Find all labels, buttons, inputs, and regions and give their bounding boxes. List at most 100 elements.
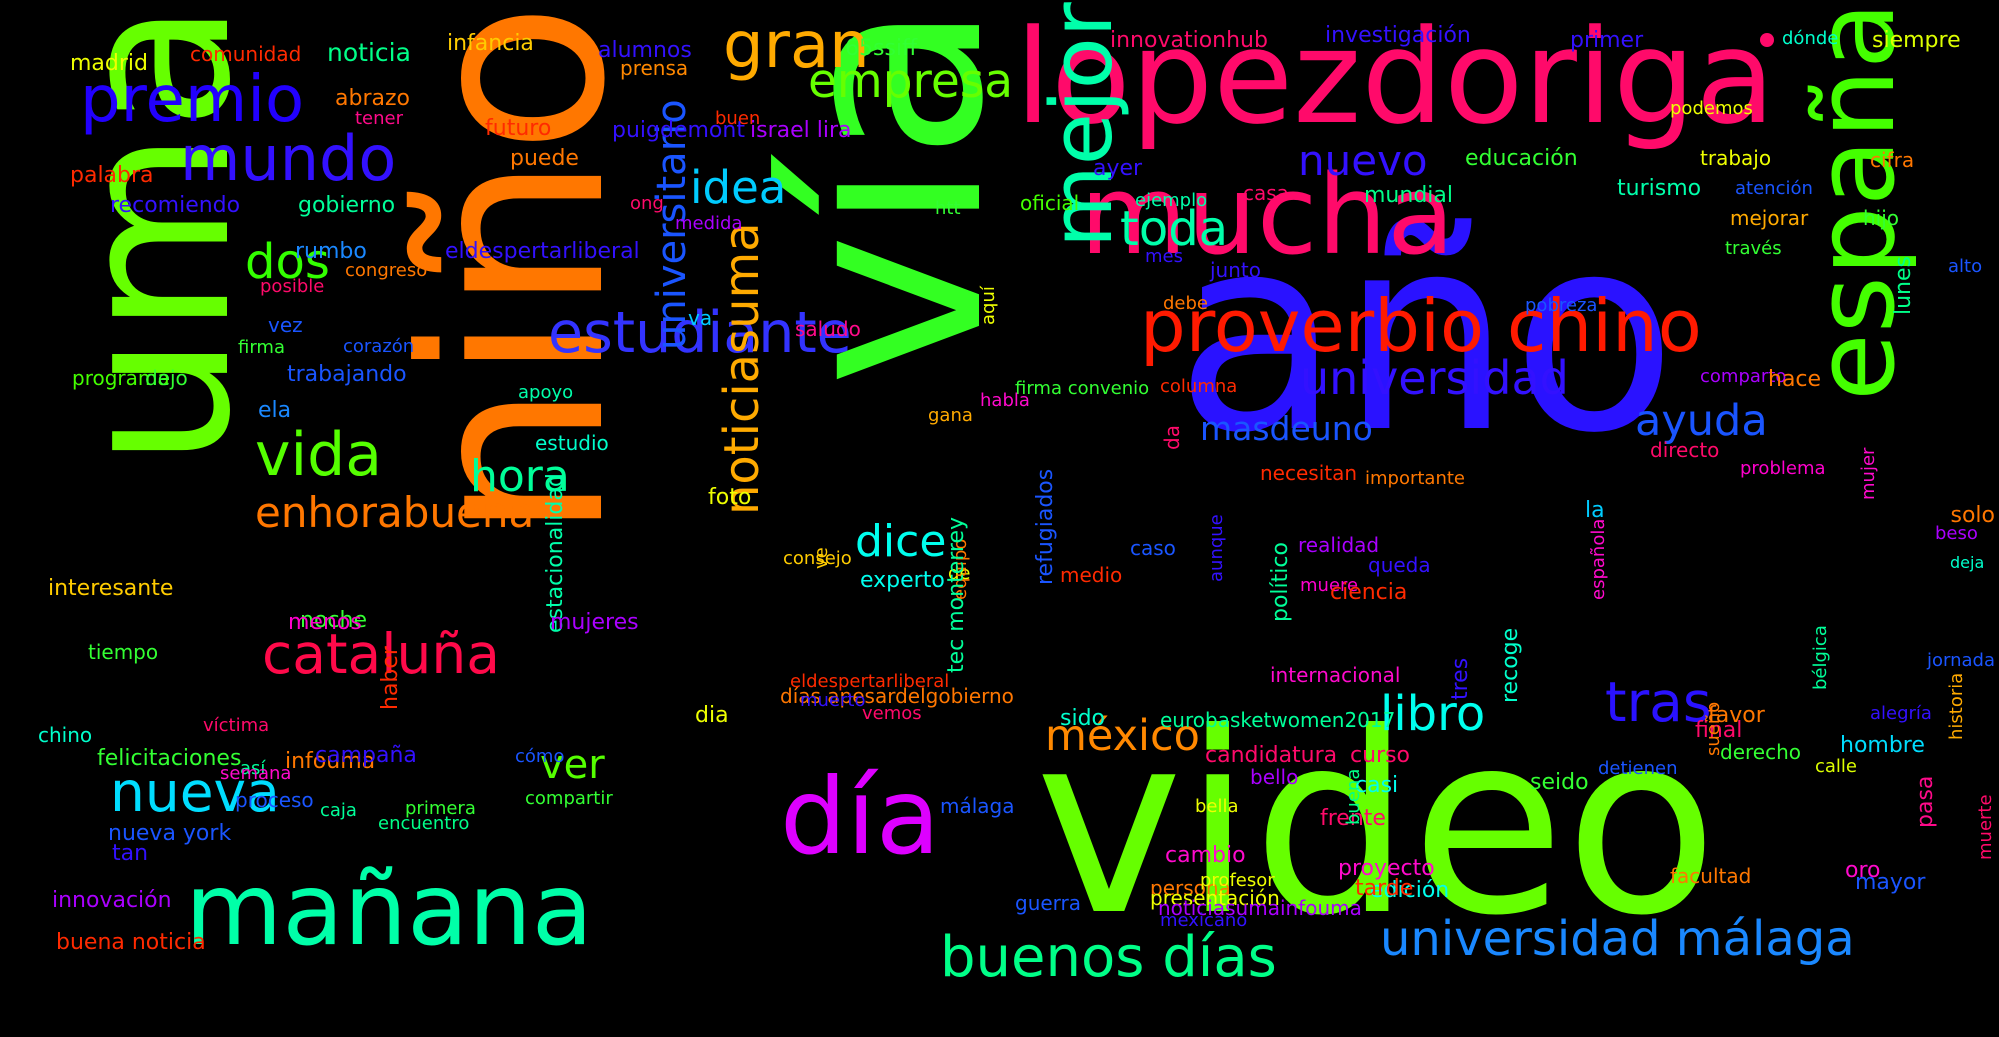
word-107: directo	[1650, 438, 1720, 462]
word-95: dejo	[145, 366, 188, 390]
word-89: corazón	[343, 336, 415, 357]
word-6: lopezdoriga	[1015, 1, 1776, 153]
word-29: toda	[1120, 201, 1229, 257]
word-106: estudio	[535, 431, 609, 455]
word-132: menos	[288, 610, 362, 635]
word-39: noticia	[327, 38, 411, 67]
word-149: tres	[1448, 657, 1473, 700]
word-61: gobierno	[298, 193, 396, 218]
word-92: lunes	[1891, 256, 1916, 315]
word-53: buen	[715, 108, 761, 129]
word-80: mes	[1145, 246, 1183, 267]
word-150: recoge	[1498, 627, 1523, 703]
word-28: libro	[1380, 686, 1486, 742]
word-142: eldespertarliberal	[790, 671, 950, 692]
word-16: premio	[80, 63, 305, 137]
word-127: ciencia	[1330, 580, 1408, 605]
word-114: solo	[1950, 503, 1996, 528]
word-38: masdeuno	[1200, 409, 1373, 448]
word-157: derecho	[1720, 740, 1801, 764]
word-164: víctima	[203, 715, 270, 736]
word-7: mucha	[1080, 151, 1455, 279]
word-191: muerte	[1975, 794, 1996, 860]
word-24: universidad	[1300, 351, 1569, 405]
word-4: año	[1175, 177, 1677, 492]
word-71: oficial	[1020, 191, 1080, 215]
word-50: siempre	[1872, 28, 1961, 53]
word-147: chino	[38, 723, 93, 747]
word-197: oro	[1845, 858, 1881, 883]
word-15: estudiante	[548, 300, 852, 366]
word-188: edición	[1370, 878, 1450, 903]
word-143: muerto	[800, 690, 866, 711]
word-109: problema	[1740, 458, 1826, 479]
word-81: junto	[1210, 258, 1261, 282]
word-174: primera	[405, 798, 476, 819]
word-60: recomiendo	[110, 193, 241, 218]
word-139: internacional	[1270, 663, 1401, 687]
word-200: buena noticia	[56, 930, 206, 955]
word-168: curso	[1350, 743, 1411, 768]
word-22: nueva	[110, 760, 280, 824]
word-151: favor	[1708, 703, 1765, 728]
word-8: españa	[1791, 2, 1919, 402]
word-14: universidad málaga	[1380, 911, 1855, 967]
word-34: hora	[470, 451, 570, 502]
word-163: felicitaciones	[97, 746, 242, 771]
word-69: medida	[675, 213, 743, 234]
word-126: aunque	[1206, 514, 1227, 582]
word-173: proceso	[235, 788, 314, 812]
word-49: dónde	[1782, 28, 1839, 49]
word-87: vez	[268, 313, 303, 337]
word-170: así	[240, 758, 266, 779]
word-161: historia	[1946, 672, 1967, 740]
word-96: trabajando	[287, 362, 407, 387]
word-82: través	[1725, 238, 1782, 259]
word-124: medio	[1060, 563, 1123, 587]
word-73: casa	[1243, 181, 1289, 205]
word-27: tras	[1605, 670, 1712, 734]
word-31: dos	[245, 234, 330, 290]
word-194: presentación	[1150, 886, 1280, 910]
word-128: refugiados	[1033, 468, 1058, 585]
word-77: rumbo	[295, 239, 367, 264]
word-190: mayor	[1855, 870, 1926, 895]
word-148: sido	[1060, 706, 1105, 731]
word-102: ela	[258, 398, 292, 423]
word-117: beso	[1935, 523, 1978, 544]
word-137: días apesardelgobierno	[780, 684, 1014, 708]
word-11: día	[780, 756, 941, 878]
word-158: sueño	[1703, 701, 1724, 756]
word-153: eurobasketwomen2017	[1160, 708, 1396, 732]
word-17: mundo	[180, 122, 397, 195]
word-152: alegría	[1870, 703, 1932, 724]
word-181: nueva york	[108, 821, 232, 846]
word-175: encuentro	[378, 813, 470, 834]
word-113: importante	[1365, 468, 1466, 489]
word-40: madrid	[70, 51, 148, 76]
word-83: alto	[1948, 256, 1983, 277]
word-131: española	[1588, 518, 1609, 600]
word-30: idea	[690, 161, 787, 214]
word-125: experto	[860, 568, 945, 593]
word-56: podemos	[1670, 98, 1753, 119]
word-85: debe	[1163, 293, 1208, 314]
word-105: da	[1160, 425, 1184, 450]
word-33: dice	[855, 516, 947, 567]
word-182: frente	[1320, 806, 1386, 831]
word-155: haber	[378, 646, 403, 710]
word-189: persona	[1150, 876, 1231, 900]
word-59: palabra	[70, 163, 154, 188]
word-101: hace	[1768, 367, 1822, 392]
word-129: noche	[300, 608, 367, 633]
word-140: bélgica	[1810, 625, 1831, 690]
word-145: vemos	[862, 703, 922, 724]
word-65: cifra	[1870, 148, 1915, 172]
word-144: dia	[695, 703, 729, 728]
word-64: trabajo	[1700, 146, 1772, 170]
word-36: méxico	[1045, 711, 1200, 761]
word-108: necesitan	[1260, 461, 1358, 485]
word-52: tener	[355, 108, 404, 129]
word-13: buenos días	[940, 925, 1277, 990]
